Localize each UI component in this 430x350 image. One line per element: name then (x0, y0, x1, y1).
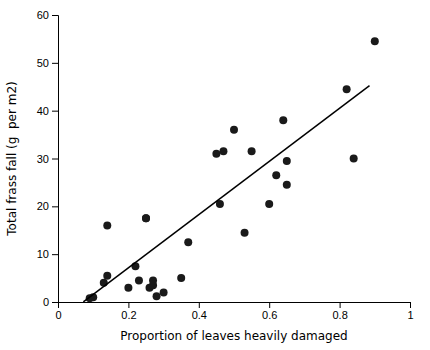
tick-label: 0 (55, 309, 61, 321)
tick-label: 40 (37, 105, 49, 117)
point (103, 272, 111, 280)
tick-label: 1 (407, 309, 413, 321)
tick: 60 (37, 9, 58, 21)
tick-label: 20 (37, 200, 49, 212)
tick: 0.4 (192, 302, 207, 321)
point (279, 116, 287, 124)
tick-mark (52, 302, 58, 303)
point (160, 288, 168, 296)
point (283, 157, 291, 165)
tick-label: 60 (37, 9, 49, 21)
point (265, 200, 273, 208)
tick-mark (52, 63, 58, 64)
tick-mark (128, 302, 129, 308)
tick-label: 0 (43, 296, 49, 308)
tick-mark (410, 302, 411, 308)
point (272, 171, 280, 179)
tick: 20 (37, 200, 58, 212)
tick-label: 50 (37, 57, 49, 69)
tick-mark (340, 302, 341, 308)
point (142, 214, 150, 222)
tick: 0.8 (332, 302, 347, 321)
tick-mark (52, 111, 58, 112)
tick-mark (52, 159, 58, 160)
marks (83, 37, 378, 302)
tick: 0 (43, 296, 58, 308)
y-axis: 0 10 20 30 40 50 60 (37, 9, 59, 308)
tick: 0.6 (262, 302, 277, 321)
point (149, 276, 157, 284)
tick-label: 0.8 (332, 309, 347, 321)
point (153, 292, 161, 300)
point (212, 150, 220, 158)
axis-line (52, 16, 59, 303)
point (371, 37, 379, 45)
x-axis: 0 0.2 0.4 0.6 0.8 1 (55, 302, 413, 321)
tick-mark (52, 15, 58, 16)
point (135, 276, 143, 284)
axis-line (59, 303, 411, 309)
point (350, 155, 358, 163)
tick: 0 (55, 302, 61, 321)
tick-label: 0.4 (192, 309, 207, 321)
point (241, 229, 249, 237)
regression-line (83, 86, 369, 302)
x-axis-title: Proportion of leaves heavily damaged (120, 329, 347, 343)
plot-area: 00.20.40.60.810102030405060 (37, 9, 414, 321)
tick: 1 (407, 302, 413, 321)
tick: 10 (37, 248, 58, 260)
tick-mark (52, 206, 58, 207)
tick: 40 (37, 105, 58, 117)
point (184, 238, 192, 246)
point (219, 147, 227, 155)
point (283, 181, 291, 189)
point (177, 274, 185, 282)
tick-label: 10 (37, 248, 49, 260)
tick-mark (199, 302, 200, 308)
point (124, 284, 132, 292)
point (343, 85, 351, 93)
tick-label: 0.6 (262, 309, 277, 321)
tick-mark (52, 254, 58, 255)
point (142, 214, 150, 222)
tick: 0.2 (121, 302, 136, 321)
y-axis-title: Total frass fall (g per m2) (5, 81, 19, 236)
chart: 00.20.40.60.810102030405060Proportion of… (0, 0, 430, 350)
tick: 30 (37, 153, 58, 165)
tick-mark (269, 302, 270, 308)
point (230, 126, 238, 134)
tick-label: 30 (37, 153, 49, 165)
point (103, 221, 111, 229)
tick: 50 (37, 57, 58, 69)
point (248, 147, 256, 155)
tick-label: 0.2 (121, 309, 136, 321)
